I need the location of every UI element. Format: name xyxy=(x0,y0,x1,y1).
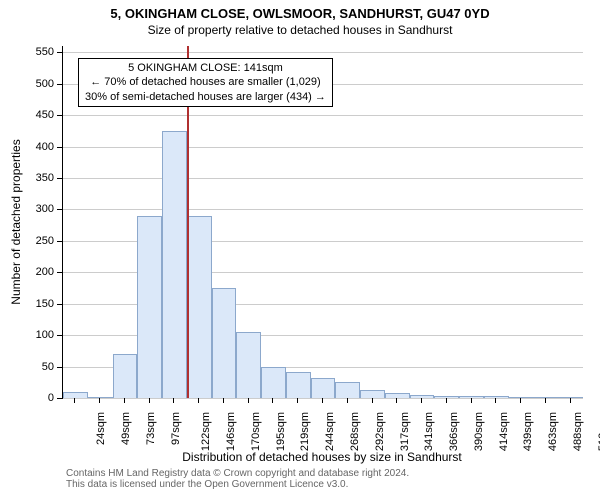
y-axis-label: Number of detached properties xyxy=(9,139,23,304)
histogram-bar xyxy=(63,392,88,398)
ytick-label: 250 xyxy=(28,235,54,247)
ytick-mark xyxy=(57,367,62,368)
xtick-label: 366sqm xyxy=(448,412,460,451)
xtick-label: 97sqm xyxy=(170,412,182,445)
ytick-mark xyxy=(57,209,62,210)
xtick-mark xyxy=(396,398,397,403)
xtick-label: 390sqm xyxy=(473,412,485,451)
ytick-label: 200 xyxy=(28,266,54,278)
ytick-mark xyxy=(57,304,62,305)
ytick-mark xyxy=(57,272,62,273)
ytick-label: 500 xyxy=(28,78,54,90)
histogram-bar xyxy=(533,397,558,398)
copyright-text: Contains HM Land Registry data © Crown c… xyxy=(66,468,409,490)
chart-container: 5, OKINGHAM CLOSE, OWLSMOOR, SANDHURST, … xyxy=(0,0,600,500)
histogram-bar xyxy=(261,367,286,398)
gridline xyxy=(63,147,583,148)
ytick-mark xyxy=(57,115,62,116)
ytick-label: 50 xyxy=(28,361,54,373)
xtick-label: 122sqm xyxy=(201,412,213,451)
ytick-label: 150 xyxy=(28,298,54,310)
annotation-line3: 30% of semi-detached houses are larger (… xyxy=(85,90,326,104)
xtick-mark xyxy=(124,398,125,403)
xtick-mark xyxy=(421,398,422,403)
ytick-mark xyxy=(57,147,62,148)
xtick-label: 341sqm xyxy=(423,412,435,451)
gridline xyxy=(63,115,583,116)
xtick-mark xyxy=(272,398,273,403)
ytick-label: 350 xyxy=(28,172,54,184)
ytick-mark xyxy=(57,241,62,242)
xtick-mark xyxy=(74,398,75,403)
ytick-label: 0 xyxy=(28,392,54,404)
xtick-mark xyxy=(223,398,224,403)
ytick-mark xyxy=(57,52,62,53)
xtick-mark xyxy=(495,398,496,403)
xtick-mark xyxy=(297,398,298,403)
histogram-bar xyxy=(113,354,138,398)
gridline xyxy=(63,209,583,210)
xtick-mark xyxy=(446,398,447,403)
histogram-bar xyxy=(236,332,261,398)
xtick-mark xyxy=(198,398,199,403)
histogram-bar xyxy=(187,216,212,398)
histogram-bar xyxy=(212,288,237,398)
histogram-bar xyxy=(137,216,162,398)
ytick-label: 100 xyxy=(28,329,54,341)
xtick-mark xyxy=(570,398,571,403)
gridline xyxy=(63,398,583,399)
histogram-bar xyxy=(162,131,187,398)
xtick-label: 488sqm xyxy=(572,412,584,451)
xtick-mark xyxy=(545,398,546,403)
annotation-line2: ← 70% of detached houses are smaller (1,… xyxy=(85,75,326,89)
x-axis-label: Distribution of detached houses by size … xyxy=(62,450,582,464)
xtick-mark xyxy=(173,398,174,403)
xtick-mark xyxy=(149,398,150,403)
xtick-label: 317sqm xyxy=(399,412,411,451)
ytick-label: 300 xyxy=(28,203,54,215)
xtick-label: 414sqm xyxy=(498,412,510,451)
histogram-bar xyxy=(434,396,459,399)
xtick-label: 170sqm xyxy=(250,412,262,451)
xtick-mark xyxy=(520,398,521,403)
gridline xyxy=(63,52,583,53)
chart-subtitle: Size of property relative to detached ho… xyxy=(0,23,600,37)
xtick-mark xyxy=(322,398,323,403)
xtick-label: 268sqm xyxy=(349,412,361,451)
ytick-mark xyxy=(57,398,62,399)
ytick-mark xyxy=(57,84,62,85)
xtick-mark xyxy=(248,398,249,403)
xtick-label: 244sqm xyxy=(324,412,336,451)
histogram-bar xyxy=(558,397,583,398)
chart-title: 5, OKINGHAM CLOSE, OWLSMOOR, SANDHURST, … xyxy=(0,6,600,21)
annotation-line1: 5 OKINGHAM CLOSE: 141sqm xyxy=(85,61,326,75)
ytick-mark xyxy=(57,178,62,179)
ytick-mark xyxy=(57,335,62,336)
xtick-label: 292sqm xyxy=(374,412,386,451)
xtick-label: 49sqm xyxy=(120,412,132,445)
ytick-label: 400 xyxy=(28,141,54,153)
annotation-box: 5 OKINGHAM CLOSE: 141sqm ← 70% of detach… xyxy=(78,58,333,107)
xtick-label: 439sqm xyxy=(522,412,534,451)
xtick-label: 146sqm xyxy=(225,412,237,451)
histogram-bar xyxy=(459,396,484,399)
gridline xyxy=(63,178,583,179)
xtick-label: 73sqm xyxy=(145,412,157,445)
histogram-bar xyxy=(335,382,360,398)
xtick-mark xyxy=(347,398,348,403)
xtick-label: 463sqm xyxy=(547,412,559,451)
xtick-label: 219sqm xyxy=(300,412,312,451)
xtick-mark xyxy=(372,398,373,403)
histogram-bar xyxy=(360,390,385,398)
xtick-mark xyxy=(99,398,100,403)
histogram-bar xyxy=(311,378,336,398)
xtick-mark xyxy=(471,398,472,403)
xtick-label: 24sqm xyxy=(95,412,107,445)
xtick-label: 195sqm xyxy=(275,412,287,451)
histogram-bar xyxy=(286,372,311,398)
ytick-label: 450 xyxy=(28,109,54,121)
ytick-label: 550 xyxy=(28,46,54,58)
